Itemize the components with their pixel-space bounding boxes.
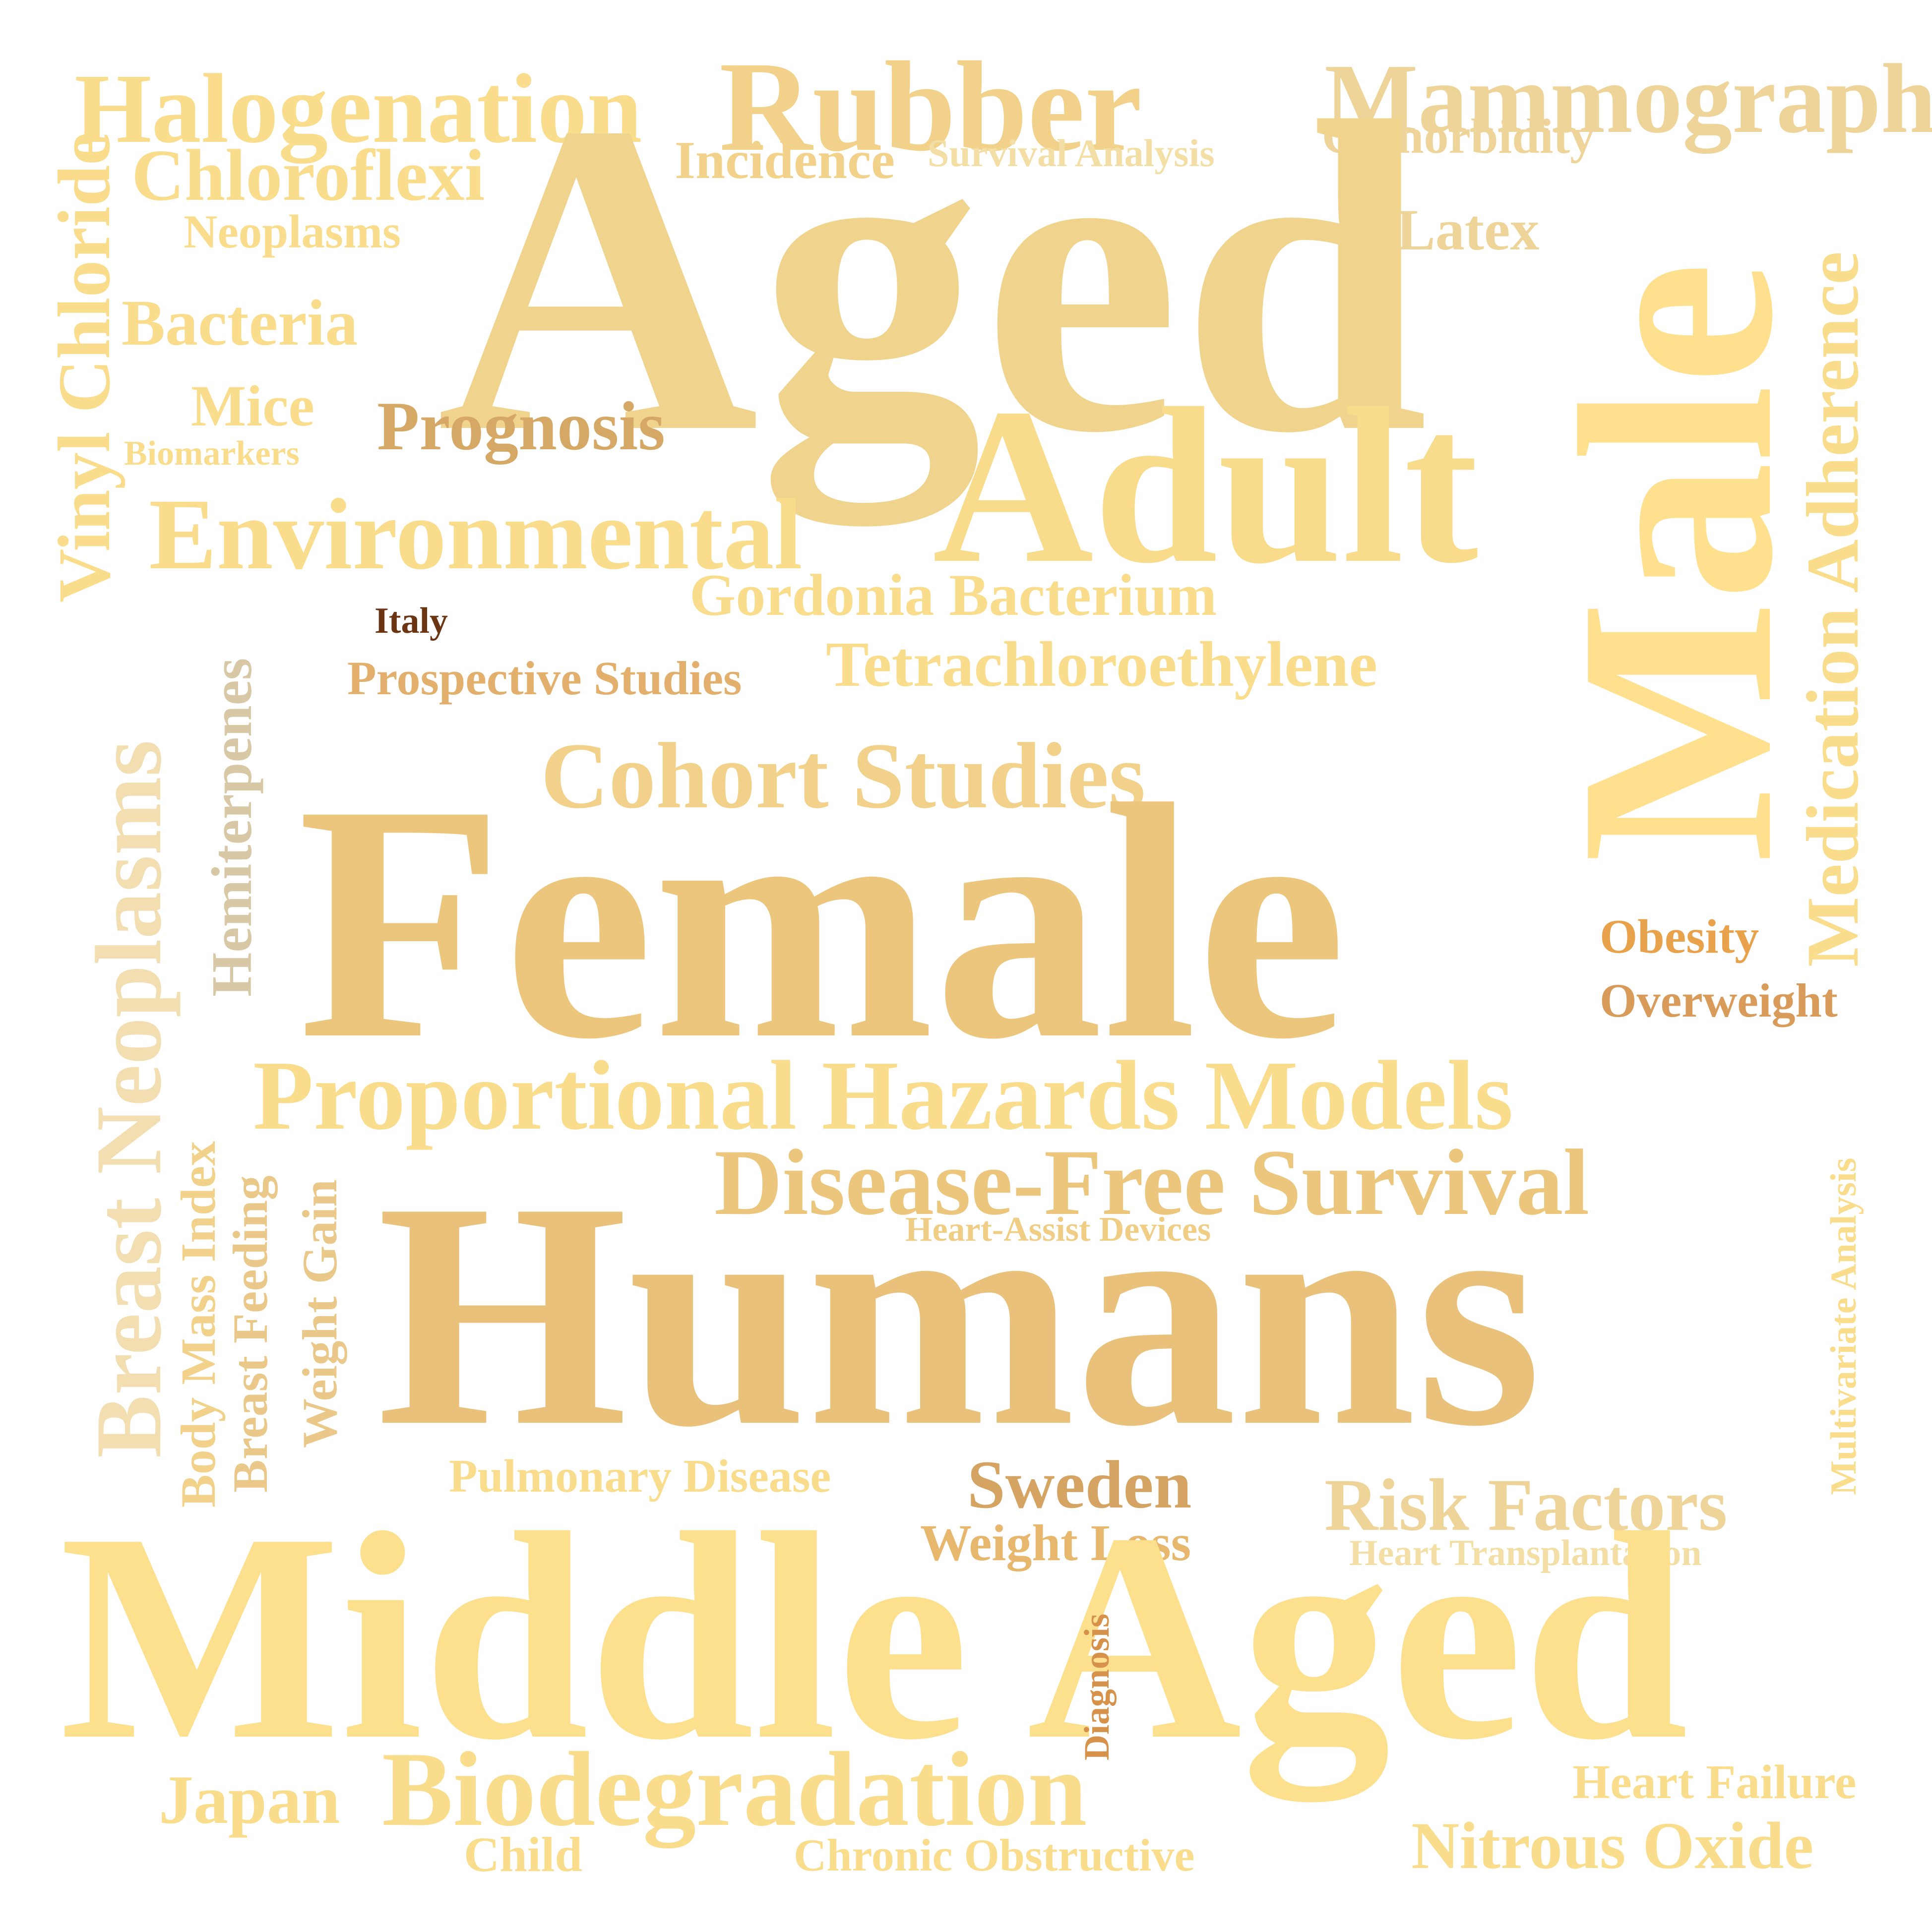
word-humans: Humans bbox=[377, 1136, 1542, 1493]
word-biomarkers: Biomarkers bbox=[124, 434, 300, 473]
word-halogenation: Halogenation bbox=[74, 54, 642, 164]
word-proportional-hazards-models: Proportional Hazards Models bbox=[253, 1041, 1513, 1150]
word-adult: Adult bbox=[933, 362, 1479, 609]
word-pulmonary-disease: Pulmonary Disease bbox=[449, 1450, 831, 1502]
word-breast-neoplasms: Breast Neoplasms bbox=[77, 740, 181, 1458]
word-prospective-studies: Prospective Studies bbox=[347, 652, 742, 705]
word-chronic-obstructive: Chronic Obstructive bbox=[794, 1830, 1195, 1880]
word-japan: Japan bbox=[159, 1761, 340, 1838]
word-medication-adherence: Medication Adherence bbox=[1792, 251, 1874, 967]
word-vinyl-chloride: Vinyl Chloride bbox=[43, 132, 125, 603]
word-survival-analysis: Survival Analysis bbox=[928, 131, 1215, 175]
word-latex: Latex bbox=[1396, 197, 1540, 262]
word-heart-transplantation: Heart Transplantation bbox=[1349, 1533, 1702, 1573]
word-prognosis: Prognosis bbox=[377, 388, 665, 465]
word-heart-assist-devices: Heart-Assist Devices bbox=[905, 1210, 1211, 1249]
word-environmental: Environmental bbox=[149, 478, 803, 591]
word-hemiterpenes: Hemiterpenes bbox=[200, 658, 263, 997]
word-bacteria: Bacteria bbox=[122, 286, 358, 359]
word-incidence: Incidence bbox=[675, 131, 895, 190]
word-overweight: Overweight bbox=[1600, 974, 1838, 1027]
word-rubber: Rubber bbox=[719, 35, 1142, 178]
word-mammography: Mammography bbox=[1324, 44, 1932, 154]
word-obesity: Obesity bbox=[1600, 910, 1759, 964]
word-italy: Italy bbox=[374, 601, 448, 641]
word-male: Male bbox=[1523, 261, 1830, 863]
word-weight-loss: Weight Loss bbox=[920, 1514, 1191, 1571]
word-disease-free-survival: Disease-Free Survival bbox=[714, 1131, 1590, 1235]
word-comorbidity: Comorbidity bbox=[1322, 109, 1595, 164]
word-gordonia-bacterium: Gordonia Bacterium bbox=[689, 562, 1217, 628]
word-weight-gain: Weight Gain bbox=[292, 1179, 347, 1448]
word-neoplasms: Neoplasms bbox=[184, 205, 401, 258]
word-risk-factors: Risk Factors bbox=[1324, 1464, 1728, 1546]
word-cohort-studies: Cohort Studies bbox=[541, 724, 1146, 828]
word-sweden: Sweden bbox=[967, 1447, 1192, 1522]
word-nitrous-oxide: Nitrous Oxide bbox=[1411, 1809, 1814, 1883]
word-female: Female bbox=[298, 735, 1347, 1109]
word-diagnosis: Diagnosis bbox=[1077, 1613, 1117, 1760]
word-biodegradation: Biodegradation bbox=[382, 1730, 1087, 1848]
word-child: Child bbox=[464, 1827, 583, 1882]
word-middle-aged: Middle Aged bbox=[60, 1471, 1688, 1801]
word-body-mass-index: Body Mass Index bbox=[171, 1141, 226, 1508]
word-heart-failure: Heart Failure bbox=[1572, 1755, 1857, 1809]
word-multivariate-analysis: Multivariate Analysis bbox=[1823, 1157, 1864, 1495]
word-breast-feeding: Breast Feeding bbox=[223, 1175, 278, 1493]
word-chloroflexi: Chloroflexi bbox=[131, 135, 485, 216]
word-mice: Mice bbox=[191, 373, 314, 438]
word-tetrachloroethylene: Tetrachloroethylene bbox=[826, 629, 1378, 700]
word-aged: Aged bbox=[436, 30, 1429, 525]
